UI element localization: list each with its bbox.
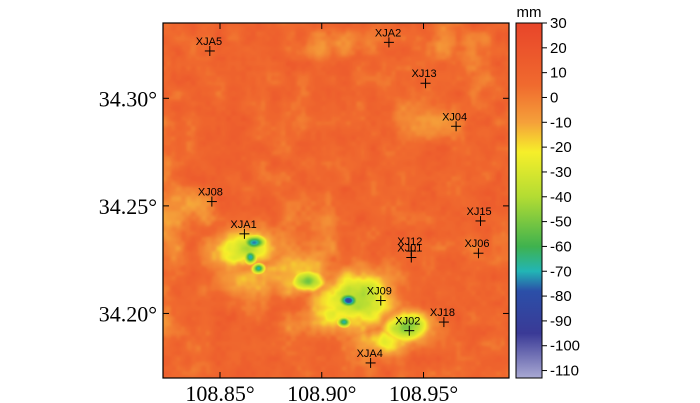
station-marker: XJ08 xyxy=(198,187,223,207)
station-label: XJ12 xyxy=(397,236,422,248)
colorbar-tick: -20 xyxy=(542,139,572,156)
station-marker: XJ01 xyxy=(397,243,422,263)
colorbar-tick-label: -80 xyxy=(550,288,572,305)
station-marker: XJA2 xyxy=(375,27,401,48)
colorbar-ticks: 30 20 10 0 -10 -20 -30 -40 -50 -60 -70 -80 -90 -100 -1… xyxy=(542,15,580,380)
station-label: XJA2 xyxy=(375,27,401,39)
colorbar-tick: 0 xyxy=(542,89,558,106)
station-marker: XJA5 xyxy=(196,36,222,56)
station-label: XJ01 xyxy=(397,243,422,255)
colorbar-tick-label: -10 xyxy=(550,114,572,131)
station-label: XJ06 xyxy=(464,238,489,250)
station-marker: XJ09 xyxy=(367,286,392,306)
colorbar-tick-label: 0 xyxy=(550,89,558,106)
colorbar-tick: -110 xyxy=(542,363,579,380)
station-marker: XJ13 xyxy=(412,68,437,89)
station-marker: XJA1 xyxy=(230,219,257,239)
colorbar-tick: -10 xyxy=(542,114,572,131)
deformation-raster-wrapper xyxy=(163,23,509,378)
y-tick: 34.30° xyxy=(99,86,509,111)
y-tick: 34.20° xyxy=(99,301,509,326)
colorbar-unit-label: mm xyxy=(517,4,542,21)
colorbar-tick-label: 10 xyxy=(550,65,567,82)
station-marker: XJ18 xyxy=(430,307,455,328)
station-marker: XJ06 xyxy=(464,238,490,259)
colorbar-gradient xyxy=(515,22,543,379)
colorbar-tick-label: -60 xyxy=(550,238,572,255)
station-label: XJ13 xyxy=(412,68,437,80)
colorbar-tick: -100 xyxy=(542,338,580,355)
colorbar-tick-label: 20 xyxy=(550,40,567,57)
station-label: XJ15 xyxy=(467,206,492,218)
y-axis: 34.20° 34.25° 34.30° xyxy=(99,86,509,326)
station-label: XJ02 xyxy=(395,316,420,328)
colorbar-tick-label: -90 xyxy=(550,313,572,330)
colorbar-tick: -60 xyxy=(542,238,572,255)
y-tick-label: 34.25° xyxy=(99,194,157,219)
station-marker: XJ02 xyxy=(395,316,420,336)
station-label: XJ18 xyxy=(430,307,455,319)
colorbar-tick: -80 xyxy=(542,288,572,305)
y-tick: 34.25° xyxy=(99,194,509,219)
y-tick-label: 34.30° xyxy=(99,86,157,111)
x-tick: 108.95° xyxy=(389,23,458,403)
station-label: XJA1 xyxy=(230,219,256,231)
colorbar-tick-label: -100 xyxy=(550,338,580,355)
station-label: XJ04 xyxy=(442,111,467,123)
plot-frame xyxy=(162,22,510,379)
colorbar-tick-label: -110 xyxy=(550,363,579,380)
colorbar: mm 30 20 10 0 -10 -20 -30 -40 -50 -60 -70 -80 -90 -10… xyxy=(515,4,580,380)
colorbar-tick-label: -30 xyxy=(550,164,572,181)
colorbar-tick-label: -20 xyxy=(550,139,572,156)
station-marker: XJ15 xyxy=(467,206,492,226)
colorbar-tick-label: -50 xyxy=(550,214,572,231)
station-marker: XJA4 xyxy=(357,348,383,368)
colorbar-tick: -50 xyxy=(542,214,572,231)
station-marker: XJ12 xyxy=(397,236,422,257)
colorbar-tick: -40 xyxy=(542,189,572,206)
x-tick-label: 108.85° xyxy=(185,381,254,403)
x-tick: 108.90° xyxy=(287,23,356,403)
colorbar-tick: -90 xyxy=(542,313,572,330)
x-tick-label: 108.95° xyxy=(389,381,458,403)
colorbar-tick: 20 xyxy=(542,40,567,57)
colorbar-tick-label: -40 xyxy=(550,189,572,206)
colorbar-tick-label: -70 xyxy=(550,263,572,280)
colorbar-tick: 10 xyxy=(542,65,567,82)
station-label: XJA4 xyxy=(357,348,383,360)
colorbar-tick: 30 xyxy=(542,15,567,32)
colorbar-tick: -70 xyxy=(542,263,572,280)
colorbar-tick-label: 30 xyxy=(550,15,567,32)
x-tick-label: 108.90° xyxy=(287,381,356,403)
x-axis: 108.85° 108.90° 108.95° xyxy=(185,23,458,403)
y-tick-label: 34.20° xyxy=(99,301,157,326)
colorbar-tick: -30 xyxy=(542,164,572,181)
station-label: XJA5 xyxy=(196,36,222,48)
station-marker: XJ04 xyxy=(442,111,467,132)
station-label: XJ08 xyxy=(198,187,223,199)
deformation-raster xyxy=(163,23,509,378)
x-tick: 108.85° xyxy=(185,23,255,403)
station-label: XJ09 xyxy=(367,286,392,298)
